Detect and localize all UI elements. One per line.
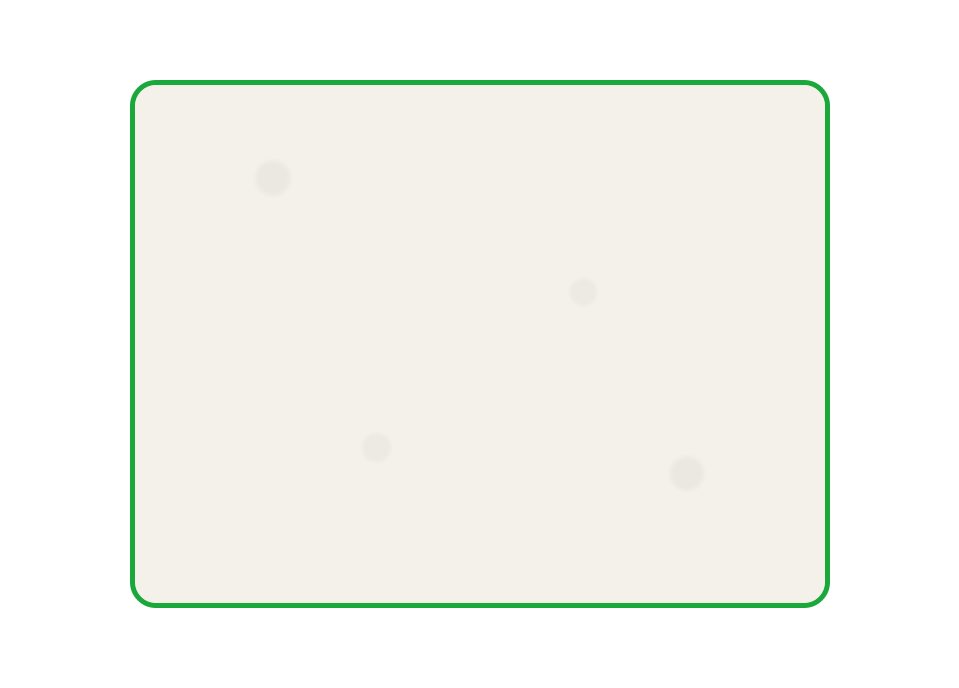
climograph-panel: 3020100-10-205004003002001000t°ммЯМИСН84… — [130, 80, 830, 608]
stage: 3020100-10-205004003002001000t°ммЯМИСН84… — [0, 0, 959, 688]
panel-background — [135, 85, 825, 603]
